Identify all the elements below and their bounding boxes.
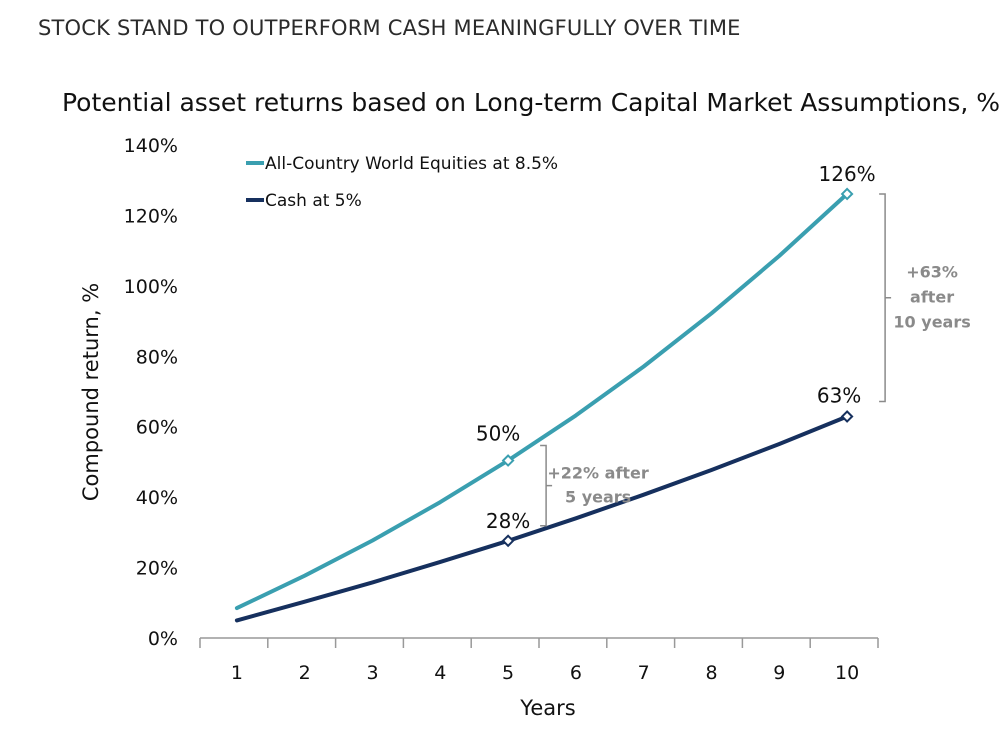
annotation-text: 5 years	[565, 488, 631, 507]
x-tick-label: 9	[773, 662, 785, 684]
data-label: 126%	[819, 162, 876, 186]
x-tick-label: 7	[638, 662, 650, 684]
y-tick-label: 20%	[136, 558, 178, 580]
x-tick-label: 5	[502, 662, 514, 684]
page-header: STOCK STAND TO OUTPERFORM CASH MEANINGFU…	[38, 16, 741, 40]
x-tick-label: 6	[570, 662, 582, 684]
data-point-marker	[840, 187, 854, 201]
annotation-bracket	[540, 444, 553, 527]
x-tick-label: 8	[705, 662, 717, 684]
y-tick-label: 100%	[124, 276, 178, 298]
data-point-marker	[501, 534, 515, 548]
annotation-bracket	[879, 193, 892, 403]
data-label: 28%	[486, 509, 530, 533]
annotation-text: +22% after	[547, 464, 649, 483]
data-point-marker	[840, 410, 854, 423]
y-tick-label: 40%	[136, 487, 178, 509]
data-label: 50%	[476, 422, 520, 446]
x-tick-label: 4	[434, 662, 446, 684]
y-tick-label: 120%	[124, 205, 178, 227]
data-label: 63%	[817, 384, 861, 408]
y-tick-label: 0%	[148, 628, 178, 650]
x-tick-label: 2	[299, 662, 311, 684]
chart-title: Potential asset returns based on Long-te…	[62, 88, 1000, 117]
annotation-text: 10 years	[893, 313, 970, 332]
x-tick-label: 10	[835, 662, 859, 684]
series-line	[234, 191, 850, 611]
legend-label: Cash at 5%	[265, 191, 362, 211]
y-tick-label: 80%	[136, 346, 178, 368]
series-line	[234, 414, 850, 623]
y-tick-label: 60%	[136, 417, 178, 439]
x-axis-label: Years	[519, 696, 575, 720]
annotation-text: +63%	[906, 263, 958, 282]
y-tick-label: 140%	[124, 135, 178, 157]
annotation-text: after	[910, 288, 954, 307]
x-tick-label: 1	[231, 662, 243, 684]
y-axis-label: Compound return, %	[79, 283, 103, 501]
data-point-marker	[501, 454, 515, 467]
x-tick-label: 3	[366, 662, 378, 684]
legend-label: All-Country World Equities at 8.5%	[265, 154, 558, 174]
